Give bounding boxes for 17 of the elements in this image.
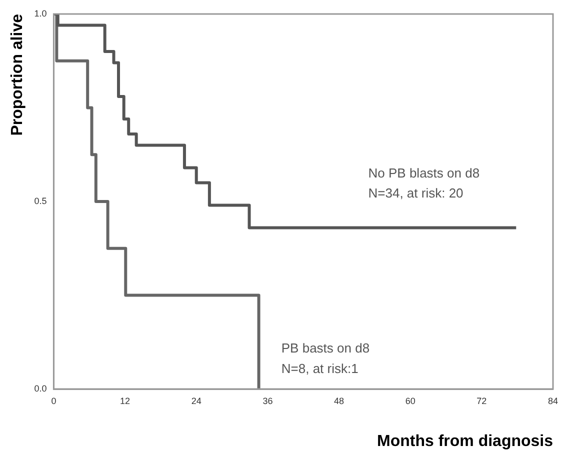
- annotation: N=8, at risk:1: [281, 361, 358, 376]
- x-axis-title: Months from diagnosis: [377, 432, 554, 450]
- y-tick-label: 0.0: [34, 383, 47, 394]
- annotation: N=34, at risk: 20: [368, 186, 464, 201]
- x-tick-label: 48: [334, 396, 344, 406]
- x-tick-label: 24: [191, 396, 202, 406]
- x-tick-label: 60: [405, 396, 416, 406]
- y-axis-title: Proportion alive: [9, 14, 26, 136]
- y-tick-label: 0.5: [34, 196, 47, 206]
- annotation: PB basts on d8: [281, 340, 370, 356]
- annotation: No PB blasts on d8: [368, 165, 480, 180]
- x-tick-label: 84: [548, 396, 558, 406]
- y-tick-label: 1.0: [34, 8, 47, 18]
- x-tick-label: 0: [51, 396, 56, 406]
- x-tick-label: 72: [476, 396, 487, 406]
- x-tick-label: 12: [120, 396, 130, 406]
- x-tick-label: 36: [262, 396, 273, 406]
